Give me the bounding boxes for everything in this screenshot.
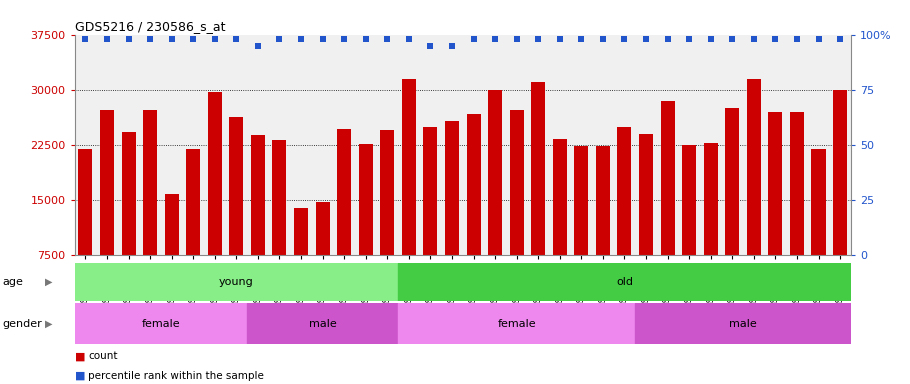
Text: young: young [219, 277, 254, 287]
Bar [75, 263, 398, 301]
Bar [143, 110, 157, 255]
Bar [78, 149, 93, 255]
Bar [682, 145, 696, 255]
Text: count: count [88, 351, 117, 361]
Bar [229, 117, 243, 255]
Bar [251, 135, 265, 255]
Text: age: age [3, 277, 24, 287]
Bar [618, 127, 632, 255]
Bar [165, 194, 178, 255]
Bar [402, 79, 416, 255]
Bar [359, 144, 373, 255]
Text: male: male [308, 318, 337, 329]
Bar [398, 263, 851, 301]
Bar [187, 149, 200, 255]
Bar [337, 129, 351, 255]
Text: female: female [498, 318, 536, 329]
Bar [248, 303, 398, 344]
Text: female: female [142, 318, 180, 329]
Bar [768, 112, 783, 255]
Bar [639, 134, 653, 255]
Bar [272, 140, 287, 255]
Text: ▶: ▶ [46, 277, 53, 287]
Text: ▶: ▶ [46, 318, 53, 329]
Text: male: male [729, 318, 757, 329]
Bar [380, 130, 394, 255]
Bar [552, 139, 567, 255]
Bar [207, 92, 222, 255]
Bar [398, 303, 635, 344]
Bar [661, 101, 674, 255]
Bar [294, 207, 308, 255]
Bar [423, 127, 438, 255]
Bar [833, 90, 847, 255]
Bar [747, 79, 761, 255]
Bar [725, 108, 739, 255]
Text: ■: ■ [75, 351, 86, 361]
Bar [635, 303, 851, 344]
Text: ■: ■ [75, 371, 86, 381]
Bar [574, 146, 589, 255]
Bar [531, 83, 545, 255]
Text: gender: gender [3, 318, 43, 329]
Bar [122, 132, 136, 255]
Bar [75, 303, 248, 344]
Bar [467, 114, 480, 255]
Bar [100, 110, 114, 255]
Bar [703, 144, 718, 255]
Bar [812, 149, 825, 255]
Bar [445, 121, 459, 255]
Bar [790, 112, 804, 255]
Text: GDS5216 / 230586_s_at: GDS5216 / 230586_s_at [75, 20, 225, 33]
Bar [510, 110, 523, 255]
Text: old: old [616, 277, 633, 287]
Bar [316, 202, 329, 255]
Bar [596, 146, 610, 255]
Text: percentile rank within the sample: percentile rank within the sample [88, 371, 264, 381]
Bar [488, 90, 502, 255]
